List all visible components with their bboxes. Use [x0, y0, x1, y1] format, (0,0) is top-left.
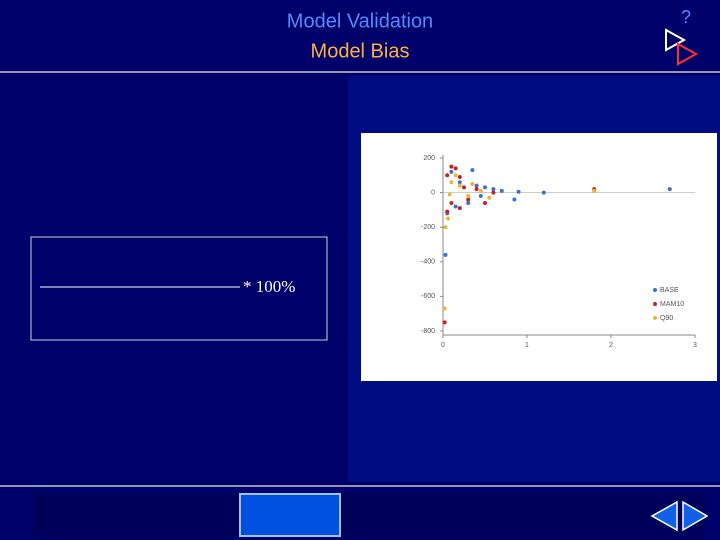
- point: [470, 168, 475, 173]
- point: [449, 164, 454, 169]
- slide-subtitle: Model Bias: [311, 40, 410, 62]
- point: [445, 209, 450, 214]
- y-tick-label: -200: [421, 224, 435, 231]
- point: [592, 188, 597, 193]
- help-button[interactable]: ?: [681, 7, 691, 27]
- point: [446, 216, 451, 221]
- slide-title: Model Validation: [287, 10, 433, 32]
- point: [457, 206, 462, 211]
- legend-label: BASE: [660, 287, 679, 294]
- point: [667, 187, 672, 192]
- formula-suffix: * 100%: [243, 277, 295, 296]
- point: [483, 185, 487, 190]
- y-tick-label: -600: [421, 293, 435, 300]
- x-tick-label: 1: [525, 342, 529, 349]
- point: [447, 192, 452, 197]
- point: [453, 166, 458, 171]
- point: [512, 197, 517, 202]
- point: [491, 190, 496, 195]
- legend-swatch: [653, 288, 657, 292]
- x-tick-label: 3: [693, 342, 697, 349]
- point: [443, 225, 448, 230]
- y-tick-label: -400: [421, 259, 435, 266]
- point: [491, 187, 496, 192]
- y-tick-label: 0: [431, 189, 435, 196]
- point: [449, 180, 454, 185]
- point: [449, 200, 454, 205]
- legend-swatch: [653, 302, 657, 306]
- point: [483, 200, 487, 205]
- point: [443, 252, 448, 257]
- point: [478, 188, 483, 193]
- point: [462, 185, 466, 190]
- point: [457, 183, 462, 188]
- point: [457, 175, 462, 180]
- point: [474, 187, 479, 192]
- point: [442, 320, 447, 325]
- nav-button[interactable]: [239, 493, 341, 537]
- next-button[interactable]: [682, 500, 709, 532]
- prev-button[interactable]: [650, 500, 678, 532]
- point: [449, 169, 454, 174]
- point: [478, 194, 483, 199]
- chart-area: [361, 133, 717, 381]
- x-tick-label: 2: [609, 342, 613, 349]
- point: [474, 183, 479, 188]
- y-tick-label: -800: [421, 328, 435, 335]
- legend-label: MAM10: [660, 301, 684, 308]
- point: [466, 194, 471, 199]
- legend-swatch: [653, 316, 657, 320]
- point: [457, 180, 462, 185]
- point: [453, 173, 458, 178]
- point: [445, 173, 450, 178]
- point: [487, 195, 492, 200]
- point: [541, 190, 546, 195]
- point: [453, 204, 458, 209]
- footer-bar: [33, 493, 705, 537]
- icon: [665, 28, 687, 52]
- formula-box: [30, 236, 328, 341]
- point: [516, 189, 521, 194]
- point: [499, 188, 504, 193]
- point: [470, 181, 475, 186]
- icon: [677, 42, 699, 66]
- point: [466, 197, 471, 202]
- y-tick-label: 200: [423, 155, 435, 162]
- x-tick-label: 0: [441, 342, 445, 349]
- point: [442, 306, 447, 311]
- legend-label: Q90: [660, 315, 673, 322]
- point: [466, 200, 471, 205]
